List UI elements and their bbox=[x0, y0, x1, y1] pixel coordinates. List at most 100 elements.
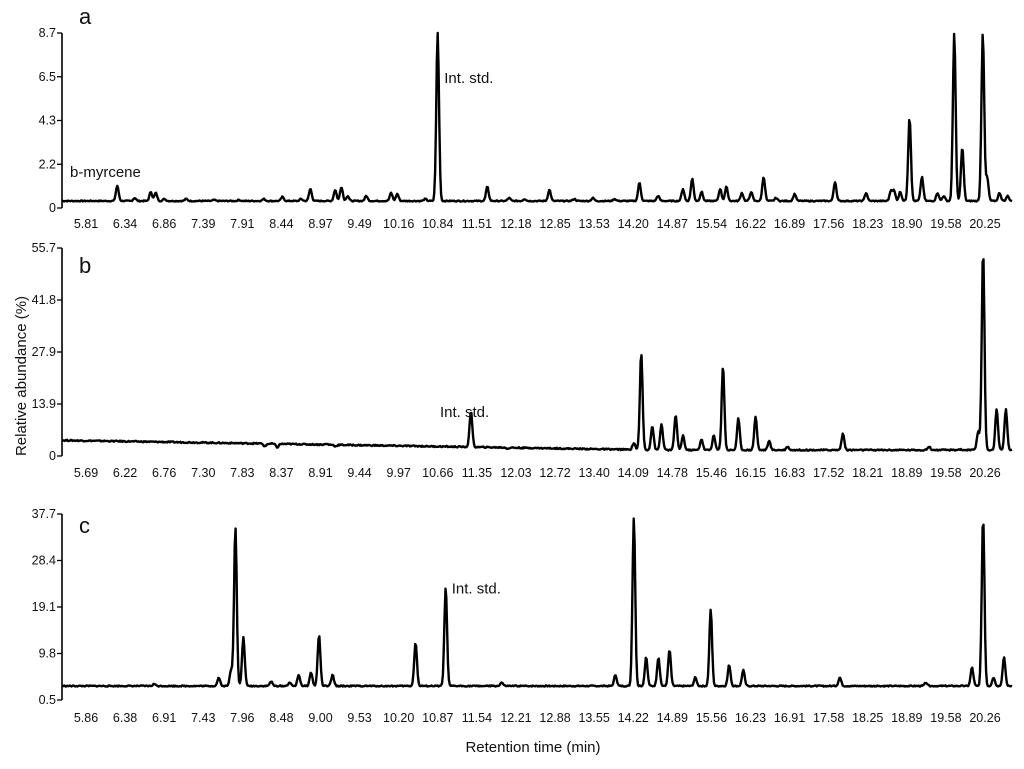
x-tick-label: 7.39 bbox=[191, 217, 215, 231]
panel-letter: a bbox=[79, 4, 92, 29]
x-tick-label: 20.26 bbox=[969, 466, 1000, 480]
x-tick-label: 15.54 bbox=[696, 217, 727, 231]
x-tick-label: 9.53 bbox=[347, 711, 371, 725]
x-tick-label: 5.86 bbox=[74, 711, 98, 725]
x-tick-label: 19.58 bbox=[930, 466, 961, 480]
x-tick-label: 18.21 bbox=[852, 466, 883, 480]
x-tick-label: 8.44 bbox=[269, 217, 293, 231]
x-tick-label: 18.23 bbox=[852, 217, 883, 231]
x-tick-label: 6.91 bbox=[152, 711, 176, 725]
x-tick-label: 18.89 bbox=[891, 466, 922, 480]
y-axis-title: Relative abundance (%) bbox=[13, 296, 30, 456]
x-tick-label: 13.40 bbox=[578, 466, 609, 480]
x-tick-label: 11.51 bbox=[462, 217, 492, 231]
y-tick-label: 19.1 bbox=[32, 600, 56, 614]
chromatogram-trace-c bbox=[61, 517, 1013, 688]
x-tick-label: 7.30 bbox=[191, 466, 215, 480]
x-tick-label: 20.25 bbox=[969, 217, 1000, 231]
x-tick-label: 10.16 bbox=[383, 217, 414, 231]
y-tick-label: 0 bbox=[49, 449, 56, 463]
x-tick-label: 7.43 bbox=[191, 711, 215, 725]
y-tick-label: 0.5 bbox=[39, 693, 56, 707]
x-tick-label: 15.46 bbox=[696, 466, 727, 480]
y-tick-label: 4.3 bbox=[39, 114, 56, 128]
x-tick-label: 12.85 bbox=[539, 217, 570, 231]
peak-annotation: Int. std. bbox=[444, 70, 493, 87]
y-tick-label: 2.2 bbox=[39, 157, 56, 171]
x-tick-label: 9.49 bbox=[347, 217, 371, 231]
panel-letter: c bbox=[79, 513, 90, 538]
x-tick-label: 14.89 bbox=[657, 711, 688, 725]
x-tick-label: 10.66 bbox=[422, 466, 453, 480]
y-tick-label: 13.9 bbox=[32, 397, 56, 411]
x-tick-label: 18.90 bbox=[891, 217, 922, 231]
x-tick-label: 9.00 bbox=[308, 711, 332, 725]
x-tick-label: 12.03 bbox=[500, 466, 531, 480]
x-tick-label: 18.25 bbox=[852, 711, 883, 725]
x-tick-label: 14.20 bbox=[618, 217, 649, 231]
x-tick-label: 19.58 bbox=[930, 217, 961, 231]
chromatogram-trace-a bbox=[61, 31, 1013, 203]
y-tick-label: 28.4 bbox=[32, 554, 56, 568]
x-tick-label: 6.86 bbox=[152, 217, 176, 231]
x-tick-label: 16.23 bbox=[735, 711, 766, 725]
x-tick-label: 6.22 bbox=[113, 466, 137, 480]
x-tick-label: 16.83 bbox=[774, 466, 805, 480]
x-tick-label: 8.37 bbox=[269, 466, 293, 480]
x-tick-label: 19.58 bbox=[930, 711, 961, 725]
x-tick-label: 5.69 bbox=[74, 466, 98, 480]
y-tick-label: 27.9 bbox=[32, 345, 56, 359]
y-tick-label: 37.7 bbox=[32, 507, 56, 521]
y-tick-label: 0 bbox=[49, 201, 56, 215]
y-tick-label: 8.7 bbox=[39, 26, 56, 40]
x-tick-label: 12.18 bbox=[500, 217, 531, 231]
x-tick-label: 14.09 bbox=[618, 466, 649, 480]
x-tick-label: 17.56 bbox=[813, 217, 844, 231]
x-tick-label: 11.54 bbox=[462, 711, 492, 725]
x-tick-label: 12.21 bbox=[500, 711, 531, 725]
x-tick-label: 8.48 bbox=[269, 711, 293, 725]
panel-a: 0 2.2 4.3 6.5 8.7 5.81 6.34 6.86 7.39 7.91 8.44 8.9… bbox=[39, 4, 1013, 231]
x-tick-label: 13.53 bbox=[578, 217, 609, 231]
peak-annotation: b-myrcene bbox=[70, 164, 141, 181]
x-tick-label: 20.26 bbox=[969, 711, 1000, 725]
peak-annotation: Int. std. bbox=[452, 581, 501, 598]
y-tick-label: 41.8 bbox=[32, 293, 56, 307]
x-tick-label: 14.22 bbox=[618, 711, 649, 725]
x-tick-label: 7.96 bbox=[230, 711, 254, 725]
y-tick-label: 6.5 bbox=[39, 70, 56, 84]
panel-letter: b bbox=[79, 253, 91, 278]
x-tick-label: 10.20 bbox=[383, 711, 414, 725]
x-tick-label: 7.83 bbox=[230, 466, 254, 480]
x-tick-label: 8.91 bbox=[308, 466, 332, 480]
x-tick-label: 14.87 bbox=[657, 217, 688, 231]
peak-annotation: Int. std. bbox=[440, 404, 489, 421]
x-tick-label: 9.97 bbox=[387, 466, 411, 480]
y-tick-label: 55.7 bbox=[32, 241, 56, 255]
x-tick-label: 12.88 bbox=[539, 711, 570, 725]
x-tick-label: 7.91 bbox=[230, 217, 254, 231]
x-tick-label: 13.55 bbox=[578, 711, 609, 725]
x-tick-label: 6.76 bbox=[152, 466, 176, 480]
x-tick-label: 8.97 bbox=[308, 217, 332, 231]
x-tick-label: 6.34 bbox=[113, 217, 137, 231]
x-tick-label: 10.84 bbox=[422, 217, 453, 231]
x-tick-label: 12.72 bbox=[539, 466, 570, 480]
x-tick-label: 17.58 bbox=[813, 711, 844, 725]
x-tick-label: 16.91 bbox=[774, 711, 805, 725]
x-tick-label: 15.56 bbox=[696, 711, 727, 725]
chromatogram-trace-b bbox=[61, 258, 1013, 452]
x-tick-label: 10.87 bbox=[422, 711, 453, 725]
x-tick-label: 6.38 bbox=[113, 711, 137, 725]
panel-b: 0 13.9 27.9 41.8 55.7 5.69 6.22 6.76 7.30 7.83 8.3… bbox=[32, 241, 1013, 480]
x-tick-label: 16.89 bbox=[774, 217, 805, 231]
x-tick-label: 18.89 bbox=[891, 711, 922, 725]
x-tick-label: 9.44 bbox=[347, 466, 371, 480]
y-tick-label: 9.8 bbox=[39, 647, 56, 661]
x-tick-label: 11.35 bbox=[462, 466, 492, 480]
x-tick-label: 16.15 bbox=[735, 466, 766, 480]
x-tick-label: 5.81 bbox=[74, 217, 98, 231]
x-tick-label: 16.22 bbox=[735, 217, 766, 231]
x-tick-label: 14.78 bbox=[657, 466, 688, 480]
